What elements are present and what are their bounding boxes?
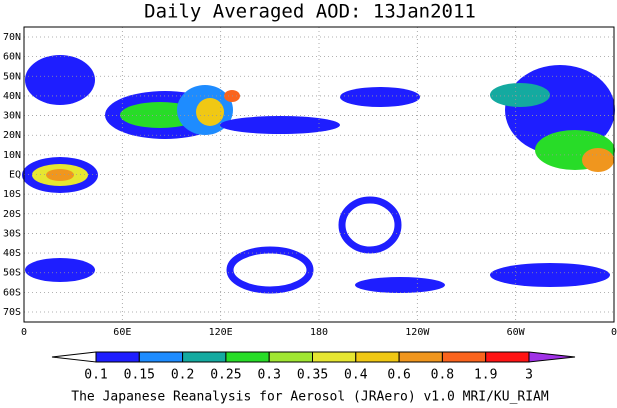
lon-label: 0 bbox=[611, 327, 617, 338]
colorbar-label: 0.1 bbox=[84, 368, 107, 383]
lon-label: 120E bbox=[209, 327, 233, 338]
lat-label: 10S bbox=[3, 189, 21, 200]
lon-label: 180 bbox=[310, 327, 328, 338]
lon-label: 60E bbox=[113, 327, 131, 338]
colorbar-label: 0.4 bbox=[344, 368, 368, 383]
colorbar-label: 0.25 bbox=[210, 368, 241, 383]
colorbar-box bbox=[95, 351, 140, 363]
lat-label: EQ bbox=[9, 170, 21, 181]
colorbar-box bbox=[225, 351, 270, 363]
colorbar-box bbox=[441, 351, 487, 363]
colorbar-label: 1.9 bbox=[474, 368, 497, 383]
colorbar-box bbox=[398, 351, 443, 363]
map-frame bbox=[23, 26, 615, 323]
lat-label: 50N bbox=[3, 71, 21, 82]
lat-label: 20S bbox=[3, 209, 21, 220]
colorbar: 0.1 0.15 0.2 0.25 0.3 0.35 0.4 0.6 0.8 1.9 3 bbox=[51, 351, 576, 383]
colorbar-label: 0.8 bbox=[431, 368, 454, 383]
colorbar-label: 0.35 bbox=[297, 368, 328, 383]
colorbar-box bbox=[355, 351, 400, 363]
colorbar-box bbox=[268, 351, 314, 363]
colorbar-label: 0.6 bbox=[387, 368, 410, 383]
lat-label: 40S bbox=[3, 248, 21, 259]
colorbar-box bbox=[182, 351, 227, 363]
colorbar-end bbox=[51, 351, 97, 363]
colorbar-box bbox=[485, 351, 530, 363]
lon-label: 120W bbox=[405, 327, 430, 338]
lat-label: 30S bbox=[3, 228, 21, 239]
colorbar-label: 3 bbox=[525, 368, 533, 383]
colorbar-label: 0.2 bbox=[171, 368, 194, 383]
lat-label: 50S bbox=[3, 268, 21, 279]
lat-label: 10N bbox=[3, 150, 21, 161]
colorbar-label: 0.15 bbox=[124, 368, 155, 383]
lat-label: 30N bbox=[3, 111, 21, 122]
colorbar-box bbox=[312, 351, 357, 363]
footer: The Japanese Reanalysis for Aerosol (JRA… bbox=[71, 390, 549, 405]
lat-label: 70S bbox=[3, 307, 21, 318]
lat-label: 60N bbox=[3, 52, 21, 63]
title: Daily Averaged AOD: 13Jan2011 bbox=[144, 1, 476, 23]
colorbar-end bbox=[528, 351, 576, 363]
aerosol-field bbox=[22, 55, 615, 294]
lon-label: 60W bbox=[507, 327, 526, 338]
lat-label: 60S bbox=[3, 287, 21, 298]
lon-label: 0 bbox=[21, 327, 27, 338]
lat-label: 20N bbox=[3, 130, 21, 141]
colorbar-label: 0.3 bbox=[257, 368, 280, 383]
lat-label: 70N bbox=[3, 32, 21, 43]
colorbar-box bbox=[138, 351, 184, 363]
lat-label: 40N bbox=[3, 91, 21, 102]
